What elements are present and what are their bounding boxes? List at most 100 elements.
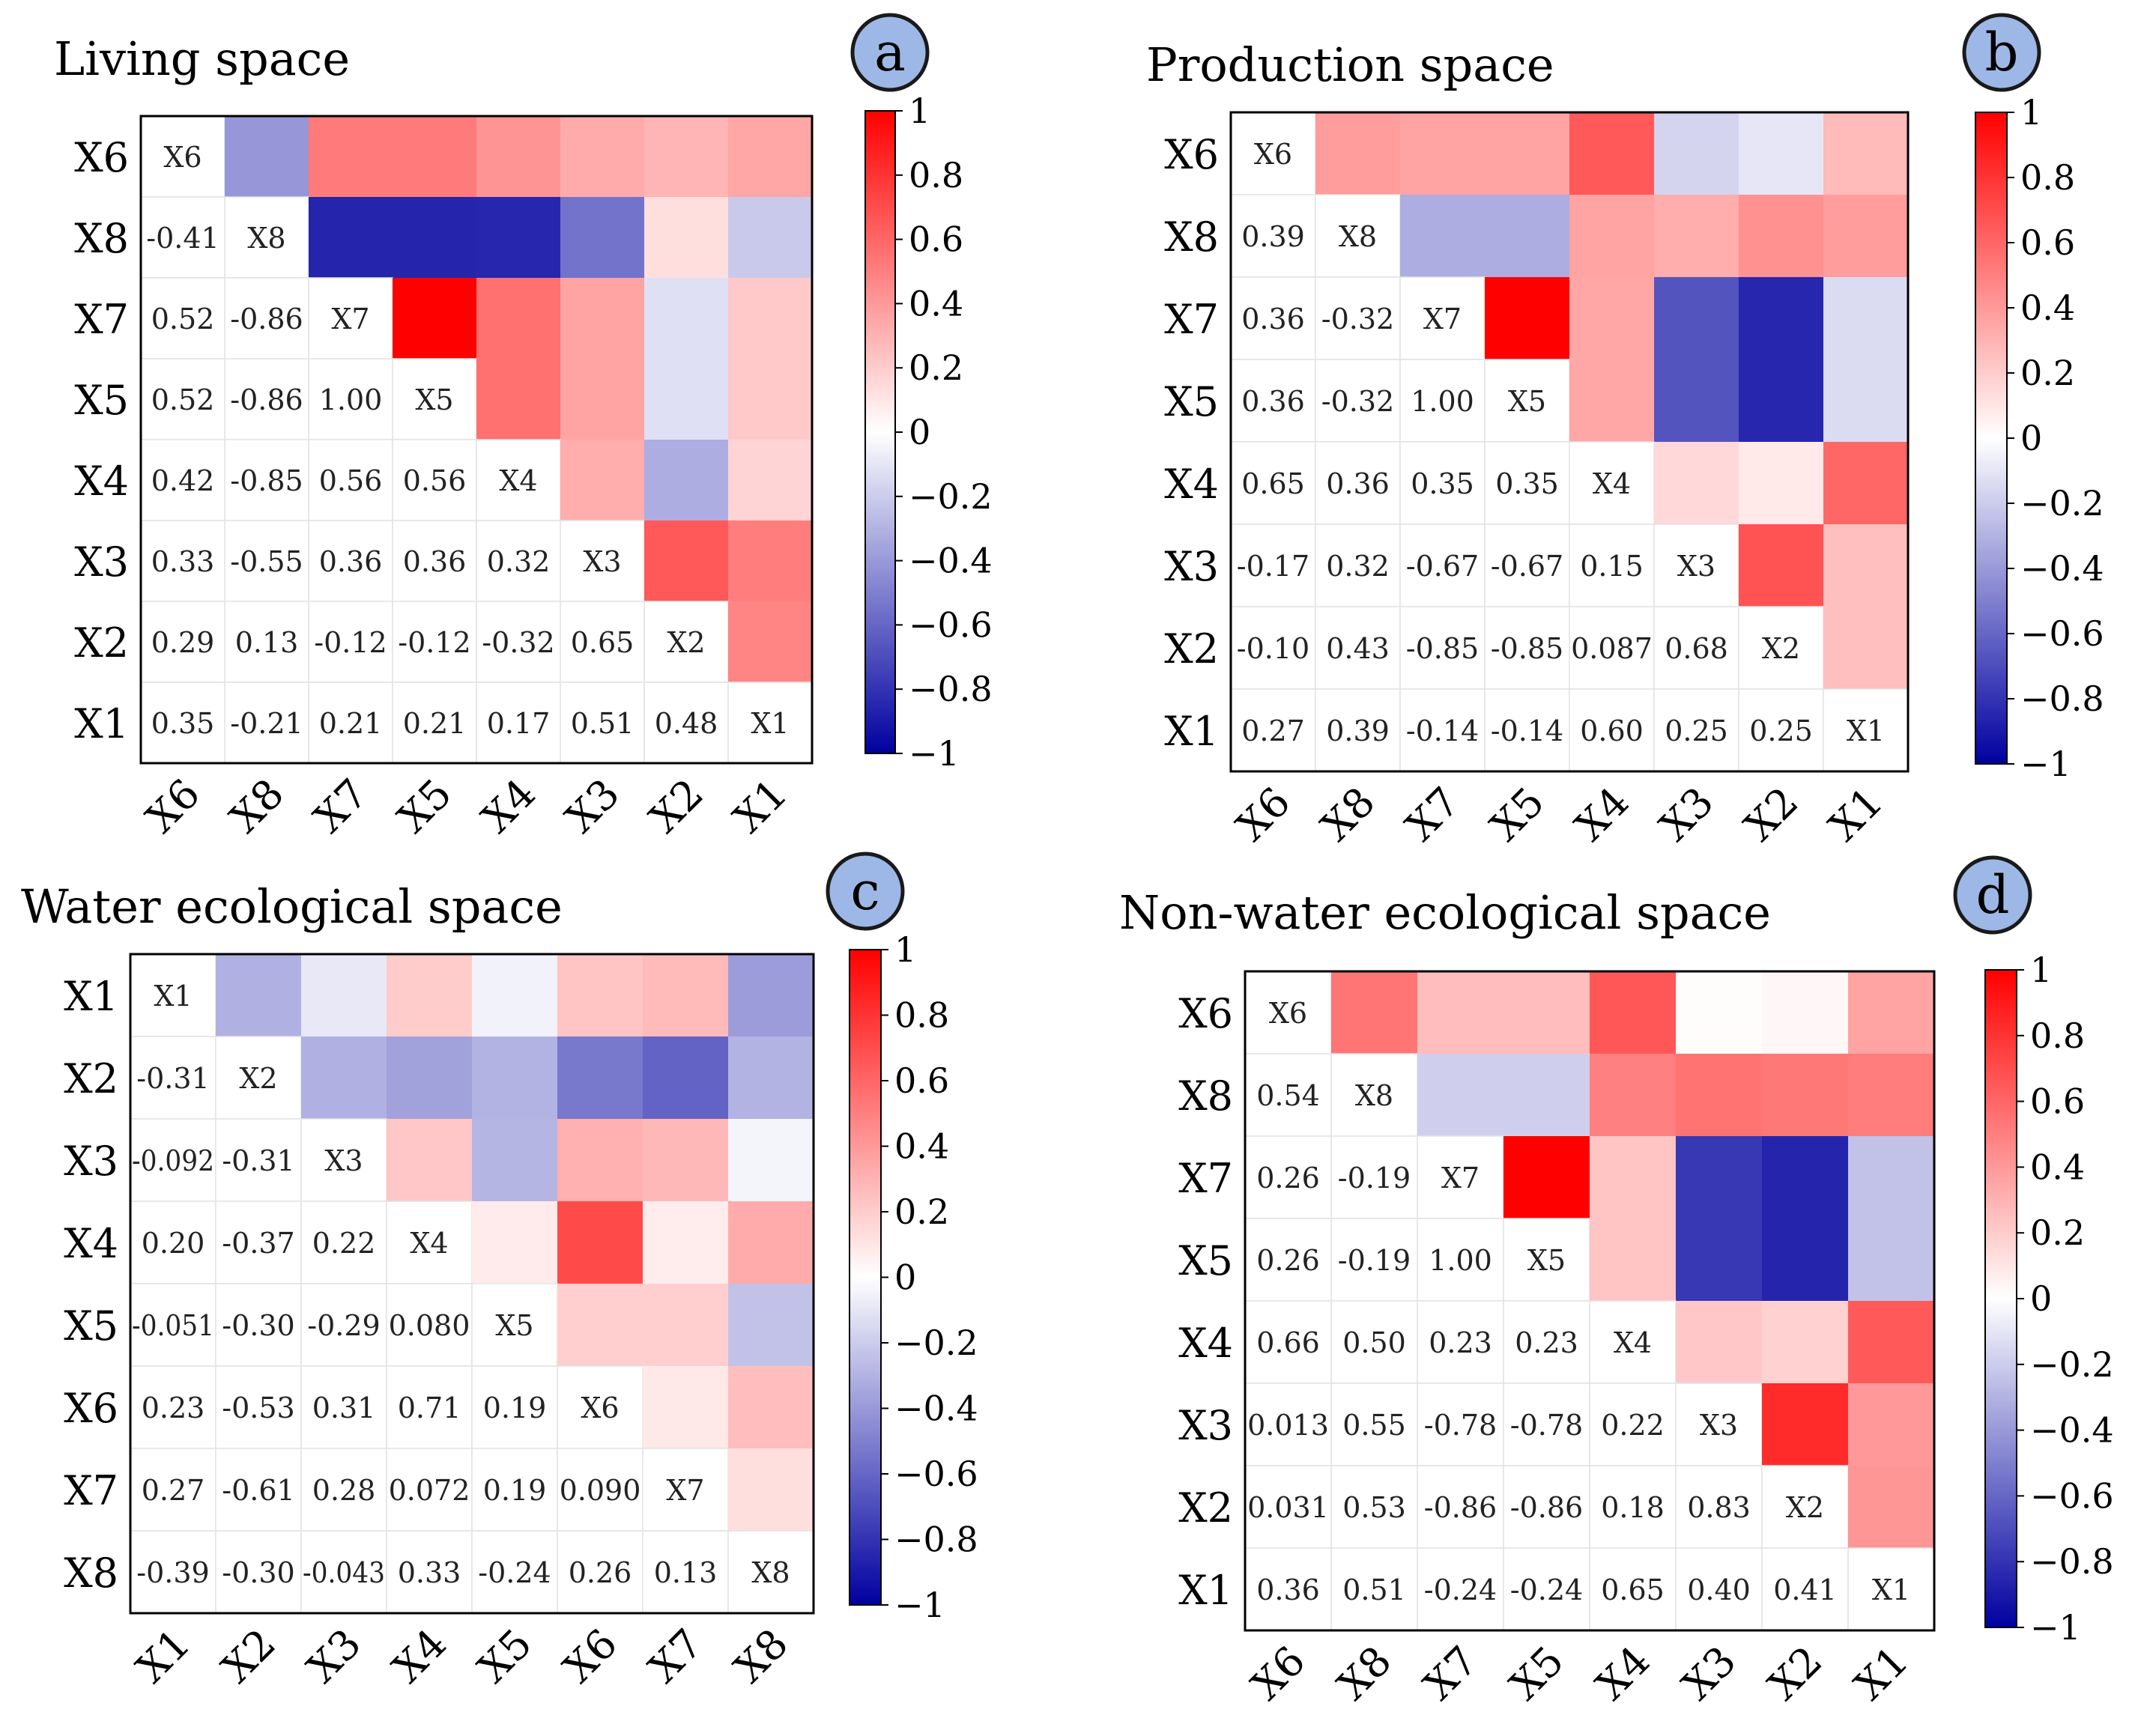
colorbar-tick-label: 0.4 — [2030, 1147, 2085, 1187]
diagonal-label: X4 — [499, 464, 537, 497]
cell-value-label: 0.17 — [487, 707, 551, 740]
diagonal-label: X5 — [1527, 1244, 1566, 1277]
cell-value-label: 0.26 — [569, 1556, 632, 1589]
heatmap-cell — [1762, 971, 1848, 1054]
row-label: X5 — [1164, 378, 1219, 425]
diagonal-label: X8 — [247, 222, 285, 255]
heatmap-cell — [1676, 971, 1762, 1054]
heatmap-cell — [557, 954, 643, 1037]
column-label: X8 — [1328, 1637, 1400, 1709]
value-cell — [1503, 1218, 1590, 1302]
column-label: X7 — [305, 770, 377, 842]
value-cell — [1823, 688, 1909, 772]
row-label: X8 — [1178, 1072, 1233, 1120]
cell-value-label: 0.42 — [151, 464, 215, 497]
cell-value-label: -0.85 — [230, 464, 303, 497]
value-cell — [1244, 1547, 1332, 1631]
colorbar-tick-label: −0.4 — [909, 541, 993, 581]
value-cell — [300, 1365, 387, 1449]
value-cell — [392, 358, 477, 440]
value-cell — [1330, 1135, 1418, 1219]
value-cell — [1738, 606, 1824, 690]
value-cell — [215, 1365, 302, 1449]
colorbar-tick-label: −0.4 — [894, 1389, 978, 1429]
cell-value-label: 0.40 — [1687, 1573, 1751, 1606]
cell-value-label: 0.27 — [1241, 714, 1305, 747]
colorbar-tick-label: 0.4 — [894, 1126, 949, 1167]
heatmap-cell — [1762, 1218, 1848, 1301]
column-label: X2 — [213, 1620, 285, 1692]
value-cell — [1399, 441, 1486, 525]
value-cell — [476, 439, 561, 521]
value-cell — [727, 1530, 814, 1614]
heatmap-cell — [557, 1119, 643, 1201]
diagonal-label: X8 — [751, 1556, 790, 1589]
cell-value-label: 0.36 — [1241, 385, 1305, 418]
colorbar-tick-label: 0.6 — [909, 219, 963, 260]
value-cell — [140, 520, 225, 602]
value-cell — [1315, 359, 1401, 443]
cell-value-label: 0.19 — [483, 1474, 547, 1507]
diagonal-label: X6 — [163, 141, 202, 174]
heatmap-cell — [1590, 1054, 1676, 1136]
value-cell — [215, 1530, 302, 1614]
heatmap-cell — [1590, 971, 1676, 1054]
column-label: X3 — [1650, 778, 1722, 850]
column-label: X8 — [1312, 778, 1384, 850]
value-cell — [1484, 523, 1570, 607]
cell-value-label: -0.37 — [222, 1227, 294, 1260]
heatmap-cell — [643, 1037, 728, 1119]
value-cell — [727, 682, 813, 764]
heatmap-cell — [643, 1366, 728, 1448]
heatmap-cell — [387, 1119, 472, 1201]
cell-value-label: 0.23 — [1515, 1326, 1578, 1359]
cell-value-label: -0.31 — [136, 1062, 209, 1095]
heatmap-cell — [1485, 277, 1569, 359]
badge-letter: b — [1985, 22, 2019, 83]
heatmap-cell — [644, 197, 728, 278]
heatmap-cell — [225, 116, 309, 197]
value-cell — [215, 1036, 302, 1120]
heatmap-cell — [560, 359, 644, 440]
column-label: X5 — [1500, 1637, 1572, 1709]
value-cell — [471, 1448, 558, 1532]
badge-circle — [1962, 13, 2041, 92]
cell-value-label: -0.29 — [307, 1309, 380, 1342]
value-cell — [1417, 1383, 1504, 1466]
cell-value-label: 0.71 — [398, 1391, 461, 1424]
heatmap-cell — [1315, 112, 1400, 195]
cell-value-label: 0.21 — [403, 707, 467, 740]
colorbar: 1 0.8 0.6 0.4 0.2 0 −0.2 −0.4 −0.6 −0.8 −1 — [849, 929, 978, 1625]
heatmap-border — [139, 115, 814, 765]
value-cell — [471, 1530, 558, 1614]
heatmap-cell — [1762, 1383, 1848, 1466]
value-cell — [1503, 1383, 1590, 1466]
colorbar-tick-label: 0.4 — [2020, 288, 2075, 328]
cell-value-label: 0.072 — [389, 1474, 470, 1507]
colorbar-gradient — [1975, 112, 2008, 765]
diagonal-label: X5 — [415, 383, 453, 416]
value-cell — [1330, 1547, 1418, 1631]
column-label: X7 — [640, 1620, 712, 1692]
heatmap-cell — [309, 116, 393, 197]
badge-letter: c — [850, 861, 879, 922]
heatmap-cell — [644, 440, 728, 521]
heatmap-cell — [557, 1201, 643, 1284]
heatmap-cell — [644, 521, 728, 601]
heatmap-cell — [728, 1119, 814, 1201]
heatmap-cell — [560, 116, 644, 197]
value-cell — [1503, 1300, 1590, 1384]
heatmap-cell — [1848, 1301, 1934, 1383]
column-label: X5 — [389, 770, 461, 842]
heatmap-cell — [309, 197, 393, 278]
heatmap-cell — [1569, 195, 1654, 277]
heatmap-cell — [472, 954, 557, 1037]
heatmap-cell — [1823, 442, 1908, 524]
value-cell — [308, 601, 393, 683]
heatmap-cell — [728, 440, 812, 521]
cell-value-label: -0.78 — [1510, 1409, 1583, 1442]
colorbar-tick-label: 0.4 — [909, 283, 963, 324]
colorbar-tick-label: 0.8 — [909, 155, 963, 195]
value-cell — [392, 520, 477, 602]
